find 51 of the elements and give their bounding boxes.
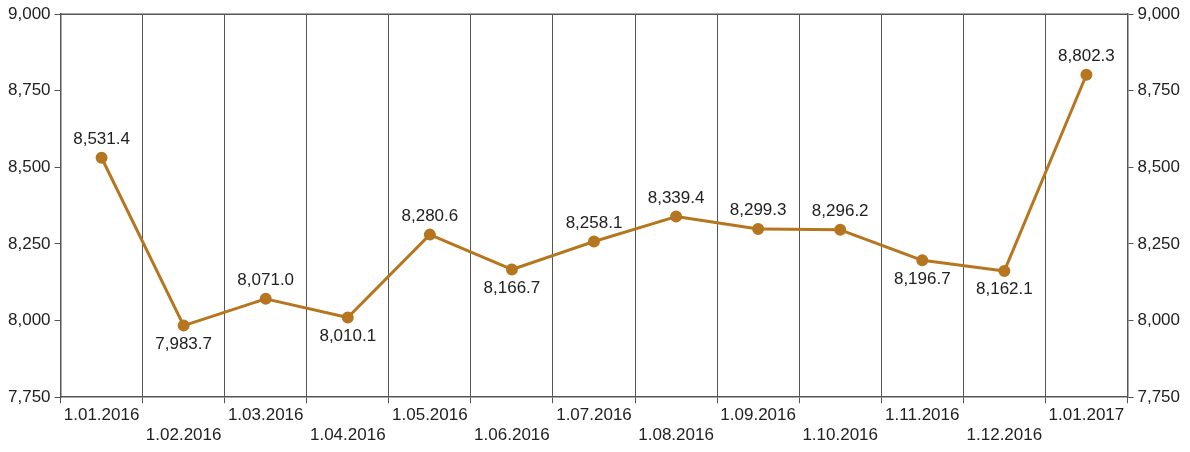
text: 8,296.2 [811, 201, 869, 221]
y-tick-label: 8,500 [7, 157, 51, 177]
point [177, 319, 190, 332]
text: 8,802.3 [1058, 45, 1115, 65]
point [505, 263, 518, 276]
point [670, 210, 683, 223]
x-tick-label: 1.08.2016 [638, 425, 714, 445]
point [1080, 68, 1093, 81]
x-tick-label: 1.02.2016 [145, 425, 222, 445]
text: 8,071.0 [237, 270, 295, 290]
point [588, 235, 600, 248]
x-tick-label: 1.07.2016 [556, 405, 632, 425]
text: 8,531.4 [73, 128, 130, 148]
x-tick-label: 1.06.2016 [474, 425, 550, 445]
text: 7,983.7 [155, 333, 213, 353]
y2-tick-label: 8,750 [1137, 80, 1181, 100]
text: 8,162.1 [975, 279, 1033, 299]
point [259, 292, 272, 305]
y2-tick-label: 7,750 [1137, 386, 1181, 406]
point [341, 311, 354, 324]
text: 8,010.1 [319, 325, 377, 345]
text: 8,258.1 [565, 212, 623, 232]
point [423, 228, 436, 241]
x-tick-label: 1.12.2016 [966, 425, 1043, 445]
x-tick-label: 1.04.2016 [309, 425, 386, 445]
text: 8,280.6 [401, 205, 459, 225]
point [95, 151, 108, 164]
y-tick-label: 8,000 [7, 310, 51, 330]
x-tick-label: 1.10.2016 [802, 425, 879, 445]
text: 8,196.7 [893, 268, 951, 288]
y2-tick-label: 8,000 [1137, 310, 1181, 330]
point [916, 254, 929, 267]
x-tick-label: 1.05.2016 [392, 405, 468, 425]
y-tick-label: 8,250 [7, 233, 51, 253]
y-tick-label: 7,750 [7, 386, 51, 406]
point [752, 222, 765, 235]
x-tick-label: 1.01.2016 [63, 405, 140, 425]
point [998, 264, 1011, 277]
x-tick-label: 1.11.2016 [885, 405, 960, 425]
y2-tick-label: 8,500 [1137, 157, 1181, 177]
x-tick-label: 1.03.2016 [227, 405, 304, 425]
y2-tick-label: 9,000 [1137, 3, 1181, 23]
text: 8,339.4 [647, 187, 705, 207]
x-tick-label: 1.09.2016 [720, 405, 796, 425]
y-tick-label: 8,750 [7, 80, 51, 100]
y-tick-label: 9,000 [7, 3, 51, 23]
x-tick-label: 1.01.2017 [1048, 405, 1125, 425]
text: 8,299.3 [729, 200, 787, 220]
point [834, 223, 847, 236]
text: 8,166.7 [483, 277, 541, 297]
y2-tick-label: 8,250 [1137, 233, 1181, 253]
